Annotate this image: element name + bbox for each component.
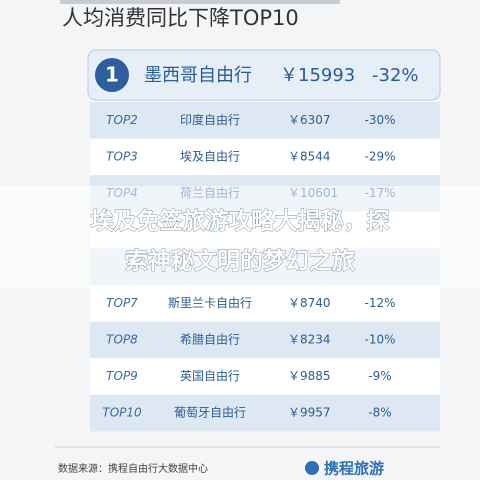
table-row [90, 102, 440, 139]
change: -29% [364, 149, 395, 163]
top1-badge [95, 58, 129, 92]
footer-source: 数据来源：携程自由行大数据中心 [58, 462, 208, 475]
rank: TOP3 [106, 149, 138, 163]
top1-rank: 1 [105, 63, 119, 87]
destination: 希腊自由行 [180, 331, 240, 346]
change: -9% [368, 369, 391, 383]
price: ￥6307 [288, 113, 331, 127]
price: ￥8544 [288, 149, 331, 163]
price: ￥9885 [288, 369, 331, 383]
rank: TOP2 [106, 113, 138, 127]
change: -10% [364, 332, 395, 346]
cut-heading [60, 0, 340, 4]
destination: 印度自由行 [180, 112, 240, 127]
title: 人均消费同比下降TOP10 [62, 6, 299, 30]
overlay-band [0, 186, 480, 288]
table-row [90, 394, 440, 432]
rank: TOP9 [106, 369, 138, 383]
rank: TOP7 [106, 296, 138, 310]
change: -12% [364, 296, 395, 310]
change: -30% [364, 113, 395, 127]
logo-text: 携程旅游 [324, 460, 384, 478]
destination: 斯里兰卡自由行 [168, 296, 252, 310]
rank: TOP10 [102, 406, 142, 420]
top1-name: 墨西哥自由行 [144, 65, 252, 86]
top1-card [87, 49, 441, 101]
destination: 葡萄牙自由行 [174, 406, 246, 420]
rank: TOP8 [106, 332, 138, 346]
table-row [90, 358, 440, 395]
price: ￥9957 [288, 406, 331, 420]
top1-price: ￥15993 [280, 65, 355, 86]
destination: 埃及自由行 [180, 149, 240, 163]
price: ￥8740 [288, 296, 331, 310]
logo-icon [305, 461, 319, 475]
table-row [90, 285, 440, 322]
change: -8% [368, 406, 391, 420]
destination: 英国自由行 [180, 369, 240, 383]
price: ￥8234 [288, 332, 331, 346]
table-row [90, 321, 440, 359]
table-row [90, 138, 440, 176]
top1-change: -32% [372, 65, 419, 86]
overlay-line: 埃及免签旅游攻略大揭秘，探 [91, 208, 390, 235]
overlay-line: 索神秘文明的梦幻之旅 [125, 248, 355, 275]
